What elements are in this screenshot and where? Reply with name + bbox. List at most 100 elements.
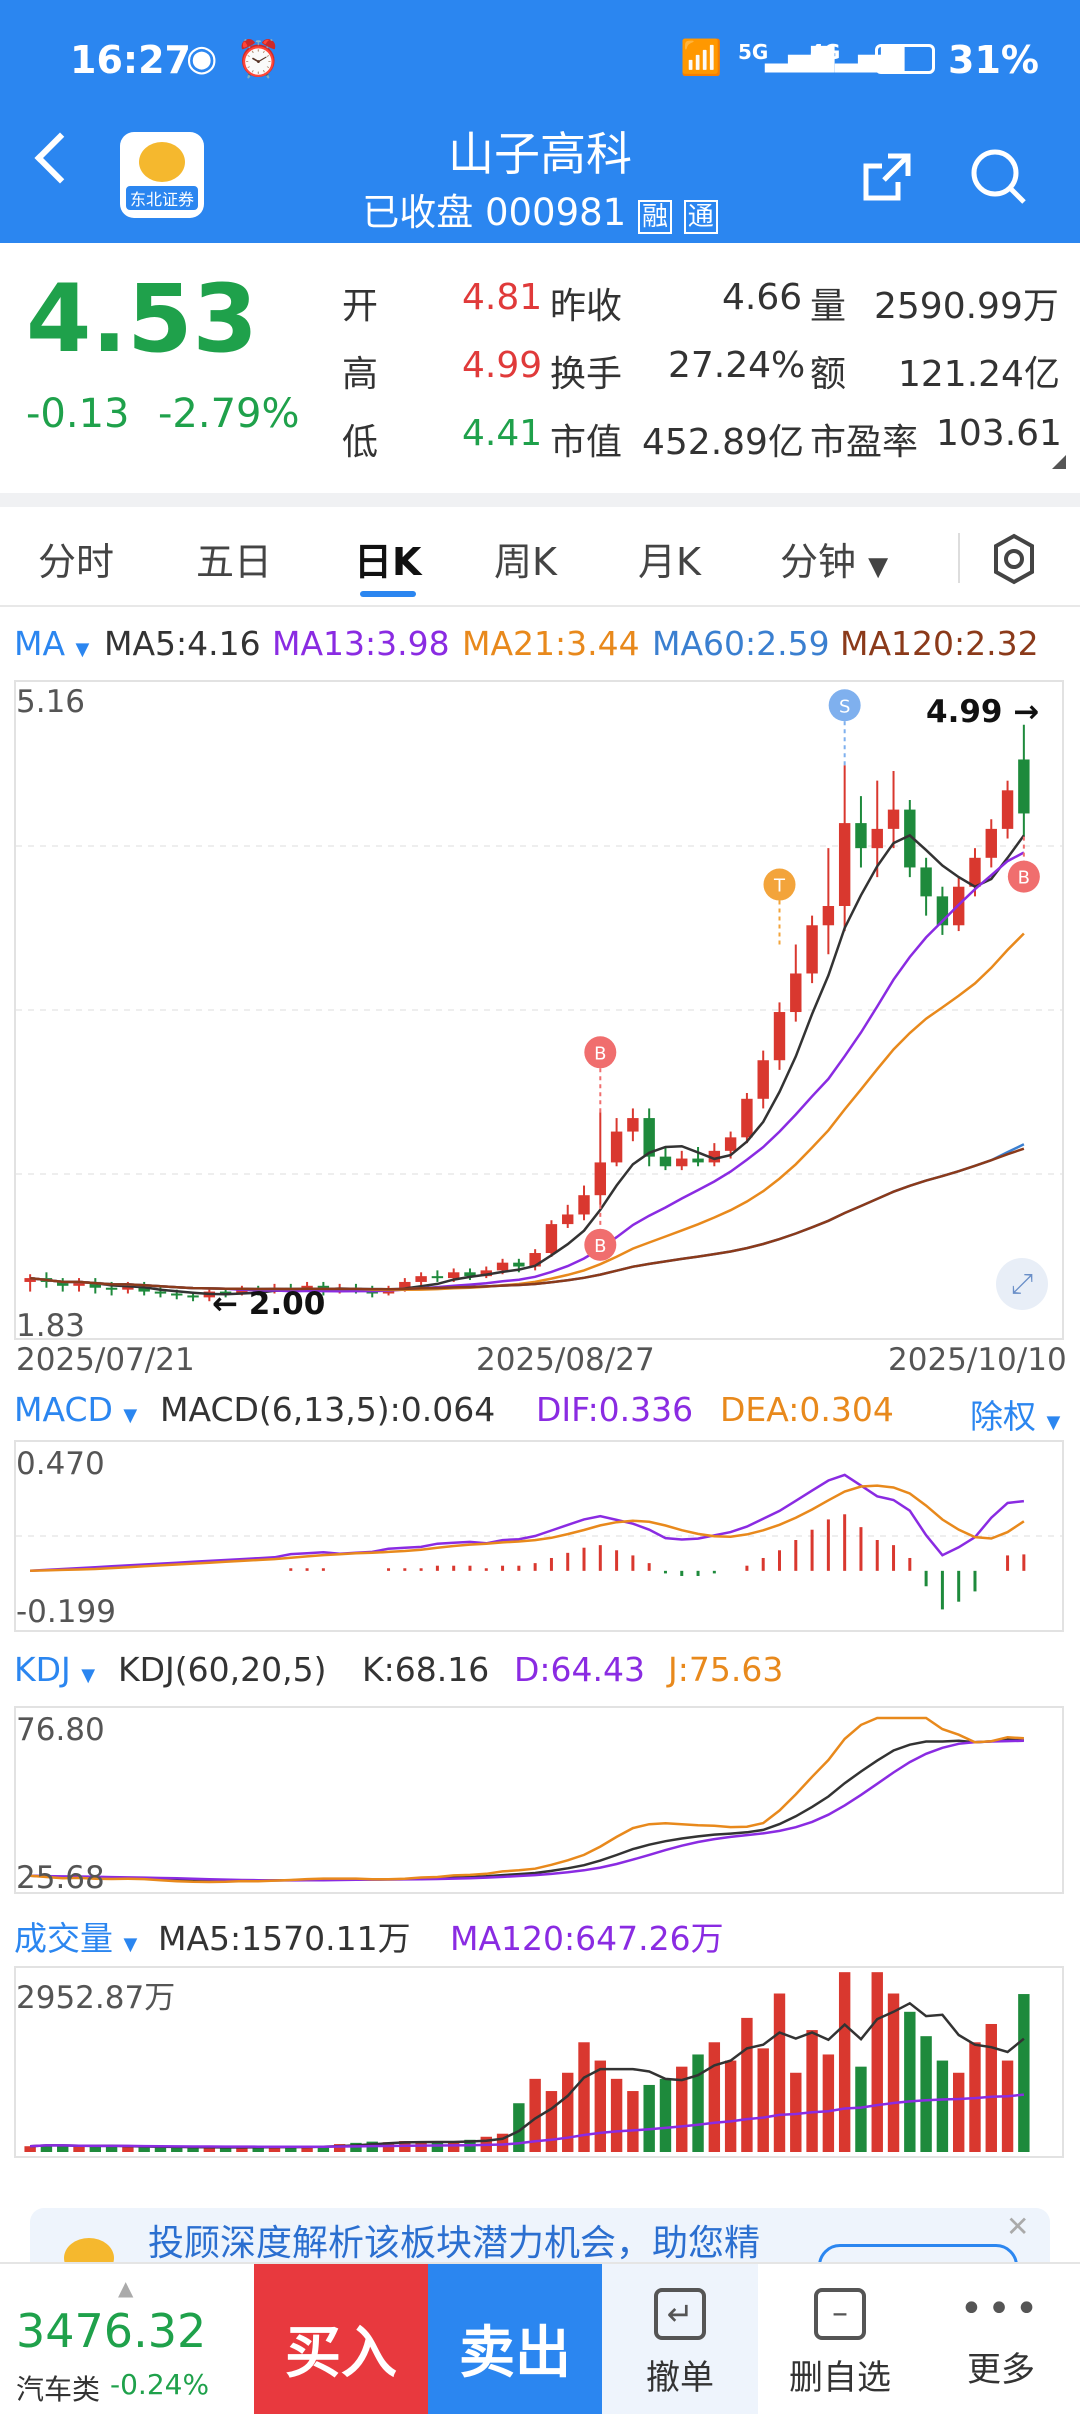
settings-gear-icon[interactable]: [988, 533, 1040, 585]
candle-body: [138, 1285, 150, 1292]
more-button[interactable]: ••• 更多: [922, 2264, 1080, 2414]
signal-b-label: B: [1018, 868, 1030, 889]
margin-badge: 融: [637, 200, 672, 234]
adjust-selector[interactable]: 除权 ▼: [970, 1390, 1060, 1438]
index-ticker[interactable]: ▲ 3476.32 汽车类 -0.24%: [0, 2264, 254, 2414]
candle-body: [578, 1195, 590, 1215]
volume-bar: [676, 2066, 688, 2152]
arrow-right-icon: →: [1013, 694, 1040, 730]
adjust-selector-label: 除权: [970, 1397, 1036, 1436]
kdj-selector[interactable]: KDJ ▼: [14, 1650, 95, 1689]
arrow-left-icon: ←: [212, 1286, 238, 1322]
volume-bar: [562, 2072, 574, 2152]
candle-body: [757, 1060, 769, 1099]
kline-chart[interactable]: B B S T B 5.16 1.83 4.99 → ← 2.00 ⤢: [14, 680, 1064, 1344]
promo-banner[interactable]: 投顾深度解析该板块潜力机会，助您精 ✕: [30, 2208, 1050, 2262]
section-divider: [0, 493, 1080, 507]
tab-weekly-k[interactable]: 周K: [494, 540, 557, 584]
bottom-toolbar: ▲ 3476.32 汽车类 -0.24% 买入 卖出 ↵ 撤单 – 删自选 ••…: [0, 2262, 1080, 2414]
quote-panel: 4.53 -0.13 -2.79% 开 4.81 昨收 4.66 量 2590.…: [0, 243, 1080, 493]
expand-corner-icon[interactable]: [1052, 455, 1066, 469]
candle-body: [513, 1262, 525, 1267]
date-label-2: 2025/08/27: [476, 1342, 655, 1378]
macd-dea: DEA:0.304: [720, 1390, 894, 1429]
banner-text: 投顾深度解析该板块潜力机会，助您精: [148, 2223, 761, 2262]
tab-minute[interactable]: 分钟 ▼: [780, 531, 888, 586]
ma-selector[interactable]: MA ▼: [14, 624, 89, 663]
more-dots-icon: •••: [959, 2286, 1043, 2332]
signal-b-marker: [1007, 860, 1040, 893]
volume-bar: [659, 2078, 672, 2152]
volume-bar: [301, 2147, 313, 2152]
fullscreen-icon[interactable]: ⤢: [996, 1258, 1048, 1310]
page-subtitle: 已收盘 000981 融 通: [0, 182, 1080, 236]
candle-body: [89, 1281, 102, 1288]
volume-svg: [24, 1972, 1030, 2152]
volume-bar: [268, 2146, 281, 2152]
candle-body: [24, 1278, 36, 1282]
sell-label: 卖出: [459, 2321, 571, 2386]
volume-bar: [871, 1972, 883, 2152]
value-high: 4.99: [462, 345, 543, 386]
ma21-line: [29, 932, 1025, 1292]
tab-daily-k[interactable]: 日K: [354, 540, 422, 584]
candle-body: [464, 1272, 476, 1277]
candle-body: [1018, 759, 1030, 814]
kdj-chart[interactable]: 76.80 25.68: [14, 1706, 1064, 1896]
volume-bar: [513, 2103, 525, 2152]
macd-chart[interactable]: 0.470 -0.199: [14, 1440, 1064, 1632]
cancel-order-button[interactable]: ↵ 撤单: [602, 2264, 758, 2414]
macd-selector[interactable]: MACD ▼: [14, 1390, 137, 1429]
caret-down-icon: ▼: [123, 1405, 138, 1426]
label-low: 低: [342, 422, 379, 463]
active-tab-indicator: [360, 591, 416, 597]
macd-axis-top: 0.470: [16, 1446, 105, 1482]
candle-body: [154, 1291, 167, 1294]
remove-watchlist-button[interactable]: – 删自选: [758, 2264, 922, 2414]
volume-bar: [806, 2030, 818, 2152]
banner-action-pill[interactable]: [818, 2244, 1018, 2262]
candle-body: [594, 1162, 607, 1196]
volume-bar: [219, 2147, 232, 2152]
volume-chart[interactable]: 2952.87万: [14, 1966, 1064, 2158]
index-change: -0.24%: [110, 2368, 210, 2401]
sell-button[interactable]: 卖出: [428, 2264, 602, 2414]
close-icon[interactable]: ✕: [1006, 2210, 1030, 2243]
buy-button[interactable]: 买入: [254, 2264, 428, 2414]
tab-five-day[interactable]: 五日: [196, 540, 273, 584]
page-title: 山子高科: [448, 127, 632, 181]
volume-bar: [545, 2091, 558, 2152]
volume-bar: [24, 2146, 36, 2152]
macd-dea-line: [30, 1484, 1025, 1573]
candle-body: [57, 1281, 69, 1286]
candle-body: [887, 809, 900, 829]
volume-bar: [285, 2146, 297, 2152]
volume-axis-top: 2952.87万: [16, 1980, 176, 2016]
low-marker-value: 2.00: [248, 1286, 326, 1322]
network-4g: 4G: [810, 40, 841, 64]
volume-bar: [920, 2036, 932, 2152]
volume-selector[interactable]: 成交量 ▼: [14, 1912, 137, 1960]
volume-bar: [822, 2054, 835, 2152]
period-tabs: 分时 五日 日K 周K 月K 分钟 ▼: [0, 507, 1080, 607]
volume-bar: [496, 2133, 509, 2152]
index-value: 3476.32: [16, 2304, 207, 2358]
tab-monthly-k[interactable]: 月K: [638, 540, 701, 584]
remove-watchlist-label: 删自选: [789, 2358, 891, 2398]
candle-body: [806, 925, 818, 974]
search-icon[interactable]: [968, 146, 1030, 208]
candle-body: [73, 1281, 85, 1286]
tab-minute-label: 分钟: [780, 540, 857, 584]
volume-bar: [594, 2060, 607, 2152]
share-icon[interactable]: [858, 148, 916, 206]
tab-intraday[interactable]: 分时: [38, 540, 115, 584]
label-volume: 量: [810, 286, 847, 327]
volume-bar: [790, 2072, 802, 2152]
macd-svg: [16, 1473, 1062, 1610]
volume-bar: [333, 2144, 346, 2152]
caret-down-icon: ▼: [81, 1665, 96, 1686]
volume-bar: [154, 2147, 167, 2152]
signal-b-label: B: [594, 1043, 606, 1064]
signal-b-marker: [584, 1036, 617, 1069]
volume-bar: [252, 2147, 264, 2152]
